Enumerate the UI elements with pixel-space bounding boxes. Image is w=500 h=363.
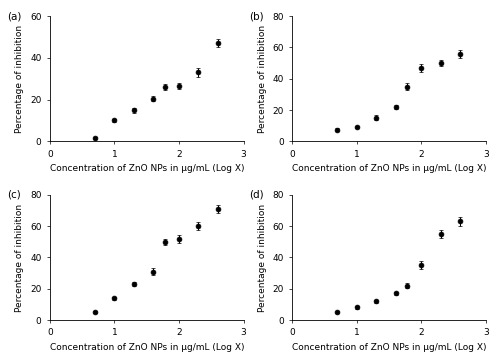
Y-axis label: Percentage of inhibition: Percentage of inhibition bbox=[258, 203, 267, 311]
Text: (c): (c) bbox=[7, 190, 21, 200]
Text: (d): (d) bbox=[250, 190, 264, 200]
Y-axis label: Percentage of inhibition: Percentage of inhibition bbox=[16, 203, 24, 311]
Text: (b): (b) bbox=[250, 11, 264, 21]
Text: (a): (a) bbox=[7, 11, 22, 21]
X-axis label: Concentration of ZnO NPs in μg/mL (Log X): Concentration of ZnO NPs in μg/mL (Log X… bbox=[50, 343, 244, 352]
X-axis label: Concentration of ZnO NPs in μg/mL (Log X): Concentration of ZnO NPs in μg/mL (Log X… bbox=[292, 164, 486, 173]
X-axis label: Concentration of ZnO NPs in μg/mL (Log X): Concentration of ZnO NPs in μg/mL (Log X… bbox=[50, 164, 244, 173]
X-axis label: Concentration of ZnO NPs in μg/mL (Log X): Concentration of ZnO NPs in μg/mL (Log X… bbox=[292, 343, 486, 352]
Y-axis label: Percentage of inhibition: Percentage of inhibition bbox=[16, 25, 24, 133]
Y-axis label: Percentage of inhibition: Percentage of inhibition bbox=[258, 25, 267, 133]
